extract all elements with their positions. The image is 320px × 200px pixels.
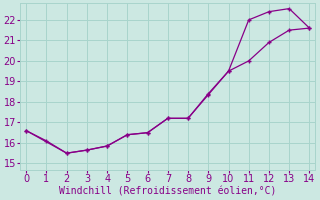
X-axis label: Windchill (Refroidissement éolien,°C): Windchill (Refroidissement éolien,°C) — [59, 187, 276, 197]
